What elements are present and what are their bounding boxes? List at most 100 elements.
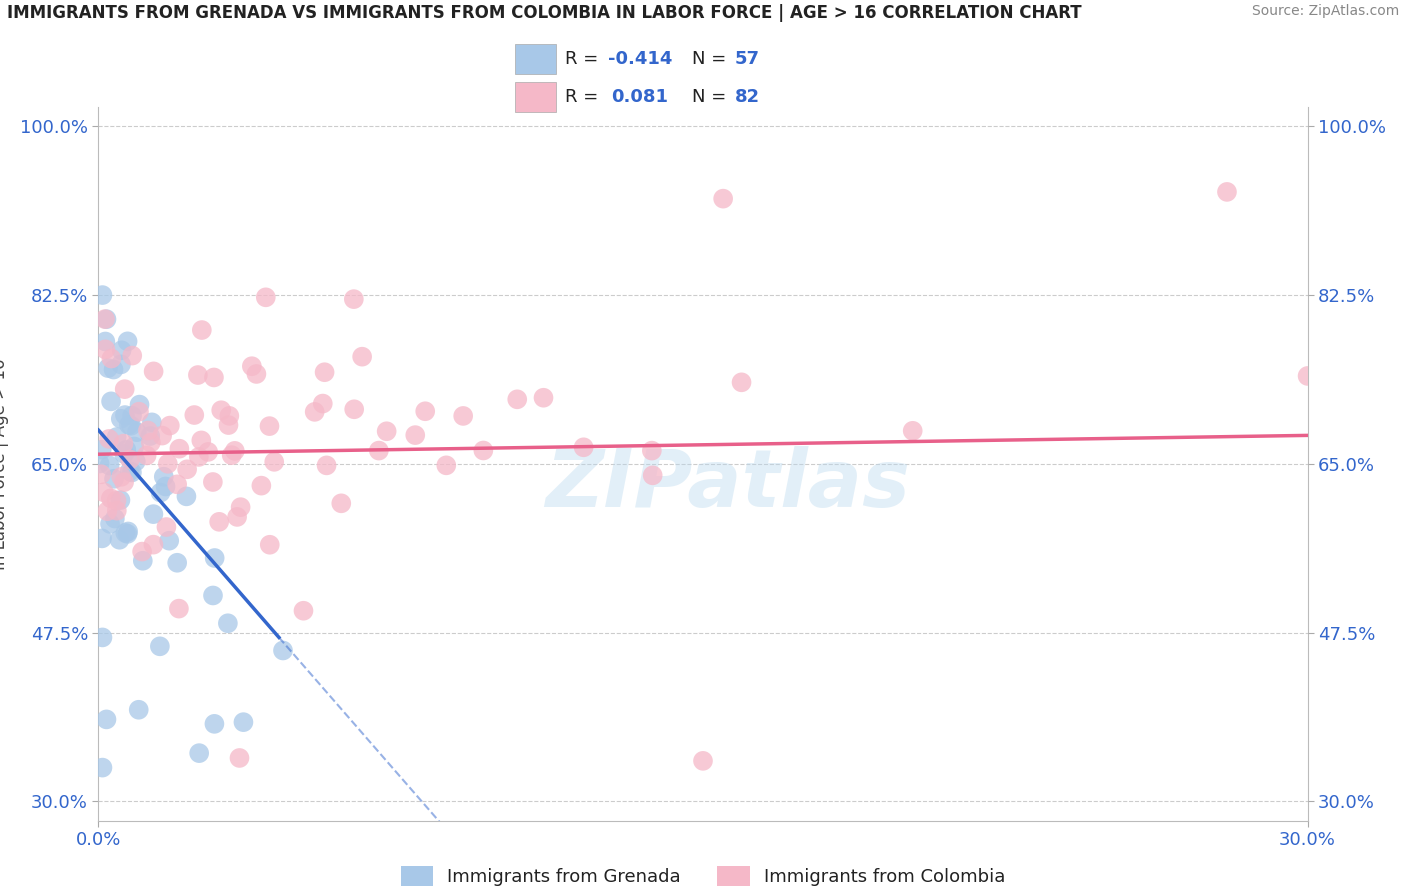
Point bbox=[730, 376, 752, 390]
Point bbox=[375, 424, 398, 438]
Point bbox=[117, 334, 139, 349]
Point bbox=[169, 442, 191, 456]
Point bbox=[105, 493, 128, 508]
Point bbox=[98, 432, 121, 446]
Point bbox=[112, 447, 135, 461]
Point bbox=[114, 525, 136, 540]
Point bbox=[259, 538, 281, 552]
Point bbox=[245, 367, 267, 381]
Point bbox=[167, 601, 190, 615]
Point bbox=[97, 361, 120, 376]
Point bbox=[135, 449, 157, 463]
Point bbox=[176, 489, 198, 503]
Point bbox=[121, 466, 143, 480]
Point bbox=[259, 419, 281, 434]
Point bbox=[96, 712, 118, 726]
Point bbox=[120, 418, 142, 433]
Point bbox=[94, 343, 117, 357]
Point bbox=[413, 404, 436, 418]
Point bbox=[250, 478, 273, 492]
Point bbox=[93, 485, 115, 500]
Point bbox=[94, 312, 117, 326]
Point bbox=[404, 428, 426, 442]
Point bbox=[330, 496, 353, 510]
Y-axis label: In Labor Force | Age > 16: In Labor Force | Age > 16 bbox=[0, 358, 8, 570]
Point bbox=[533, 391, 555, 405]
Point bbox=[191, 323, 214, 337]
Text: N =: N = bbox=[692, 51, 731, 69]
Point bbox=[121, 349, 143, 363]
Point bbox=[110, 493, 132, 508]
Point bbox=[142, 538, 165, 552]
Text: 57: 57 bbox=[735, 51, 761, 69]
Point bbox=[117, 524, 139, 539]
Point bbox=[128, 398, 150, 412]
Point bbox=[197, 445, 219, 459]
Point bbox=[96, 312, 118, 326]
Point bbox=[641, 468, 664, 483]
Point bbox=[128, 405, 150, 419]
Point bbox=[142, 507, 165, 521]
Point bbox=[451, 409, 474, 423]
Point bbox=[142, 364, 165, 378]
Point bbox=[110, 470, 132, 484]
Point bbox=[110, 411, 132, 425]
Point bbox=[254, 290, 277, 304]
Point bbox=[572, 440, 595, 454]
Point bbox=[141, 415, 163, 429]
Point bbox=[139, 435, 162, 450]
Point bbox=[217, 616, 239, 631]
Point bbox=[352, 350, 374, 364]
Point bbox=[105, 430, 128, 444]
Point bbox=[166, 556, 188, 570]
Legend: Immigrants from Grenada, Immigrants from Colombia: Immigrants from Grenada, Immigrants from… bbox=[394, 858, 1012, 892]
Point bbox=[159, 418, 181, 433]
Text: N =: N = bbox=[692, 87, 731, 105]
Point bbox=[103, 362, 125, 376]
Text: ZIPatlas: ZIPatlas bbox=[544, 446, 910, 524]
Point bbox=[226, 510, 249, 524]
Point bbox=[641, 443, 664, 458]
Point bbox=[343, 292, 366, 306]
Point bbox=[315, 458, 337, 473]
Point bbox=[104, 511, 127, 525]
Point bbox=[155, 479, 177, 493]
Point bbox=[263, 455, 285, 469]
Point bbox=[100, 491, 122, 506]
Text: IMMIGRANTS FROM GRENADA VS IMMIGRANTS FROM COLOMBIA IN LABOR FORCE | AGE > 16 CO: IMMIGRANTS FROM GRENADA VS IMMIGRANTS FR… bbox=[7, 4, 1081, 22]
Point bbox=[118, 452, 141, 467]
Point bbox=[132, 554, 155, 568]
Point bbox=[136, 424, 159, 438]
Point bbox=[125, 425, 148, 440]
Point bbox=[201, 475, 224, 489]
Point bbox=[218, 409, 240, 423]
Point bbox=[98, 516, 121, 531]
Point bbox=[91, 288, 114, 302]
Point bbox=[692, 754, 714, 768]
Point bbox=[128, 703, 150, 717]
Point bbox=[98, 458, 121, 473]
Point bbox=[240, 359, 263, 374]
Point bbox=[1296, 368, 1319, 383]
Point bbox=[304, 405, 326, 419]
FancyBboxPatch shape bbox=[516, 44, 555, 74]
Point bbox=[156, 457, 179, 471]
Point bbox=[190, 434, 212, 448]
Text: R =: R = bbox=[565, 87, 605, 105]
Text: -0.414: -0.414 bbox=[609, 51, 672, 69]
Point bbox=[343, 402, 366, 417]
Point bbox=[108, 533, 131, 547]
Point bbox=[187, 450, 209, 464]
Point bbox=[711, 192, 734, 206]
Point bbox=[121, 409, 143, 423]
Point bbox=[166, 477, 188, 491]
Point bbox=[201, 589, 224, 603]
Point bbox=[94, 334, 117, 349]
Point bbox=[100, 351, 122, 366]
Text: Source: ZipAtlas.com: Source: ZipAtlas.com bbox=[1251, 4, 1399, 19]
FancyBboxPatch shape bbox=[516, 82, 555, 112]
Point bbox=[112, 436, 135, 450]
Point bbox=[103, 472, 125, 486]
Point bbox=[117, 526, 139, 541]
Point bbox=[187, 368, 209, 382]
